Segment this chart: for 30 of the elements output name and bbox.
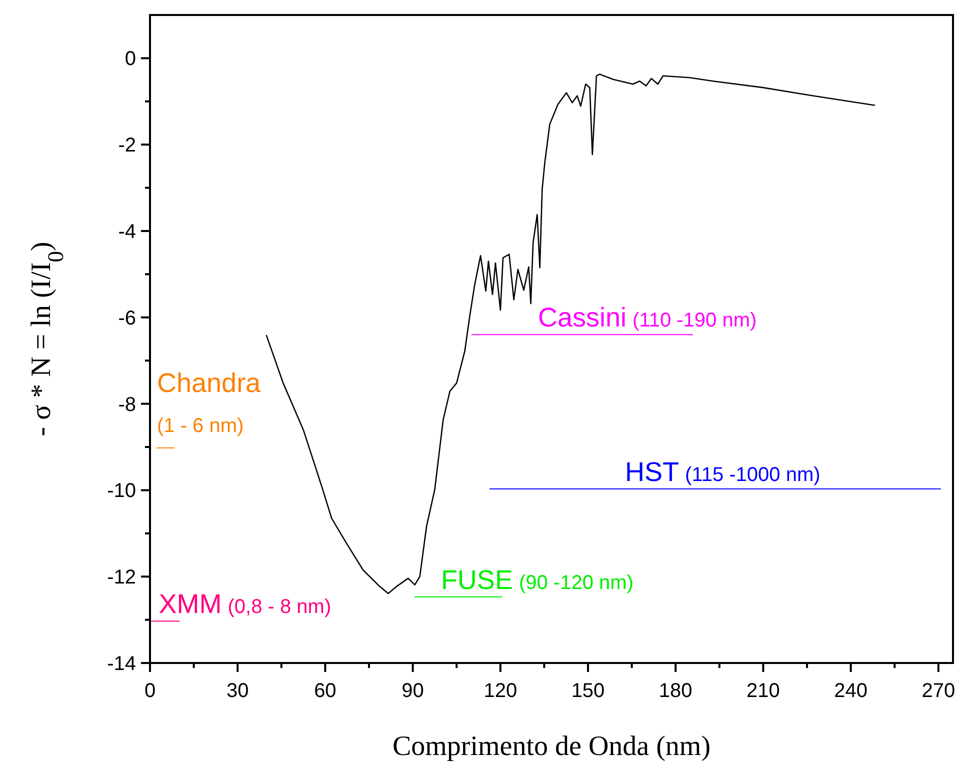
x-tick-label: 0 bbox=[144, 680, 156, 702]
annotation: (110 -190 nm) bbox=[632, 310, 757, 332]
y-tick-label: -10 bbox=[107, 480, 136, 502]
x-tick-label: 180 bbox=[658, 680, 692, 702]
series-label: XMM bbox=[158, 589, 222, 620]
y-tick-label: -14 bbox=[107, 653, 136, 675]
series-label: HST bbox=[625, 456, 680, 487]
series-label: FUSE bbox=[440, 564, 513, 595]
x-tick-label: 240 bbox=[834, 680, 868, 702]
x-tick-label: 60 bbox=[314, 680, 336, 702]
line-series bbox=[266, 74, 876, 594]
x-axis-title: Comprimento de Onda (nm) bbox=[392, 731, 711, 762]
annotation: (0,8 - 8 nm) bbox=[228, 596, 332, 618]
x-tick-label: 90 bbox=[402, 680, 424, 702]
y-tick-label: -12 bbox=[107, 566, 136, 589]
x-tick-label: 210 bbox=[746, 680, 780, 702]
x-tick-label: 30 bbox=[226, 680, 249, 702]
x-tick-label: 120 bbox=[484, 680, 518, 702]
series-label: Cassini bbox=[538, 302, 627, 333]
series-label: Chandra bbox=[157, 368, 262, 398]
annotation: (1 - 6 nm) bbox=[157, 414, 244, 437]
annotation: (90 -120 nm) bbox=[518, 572, 634, 594]
y-tick-label: -6 bbox=[118, 307, 136, 330]
x-tick-label: 270 bbox=[922, 680, 956, 702]
y-tick-label: -2 bbox=[118, 134, 136, 157]
y-tick-label: -4 bbox=[118, 221, 136, 243]
y-tick-label: 0 bbox=[124, 48, 136, 70]
annotation: (115 -1000 nm) bbox=[685, 464, 820, 486]
x-tick-label: 150 bbox=[571, 680, 605, 702]
y-tick-label: -8 bbox=[118, 394, 136, 416]
